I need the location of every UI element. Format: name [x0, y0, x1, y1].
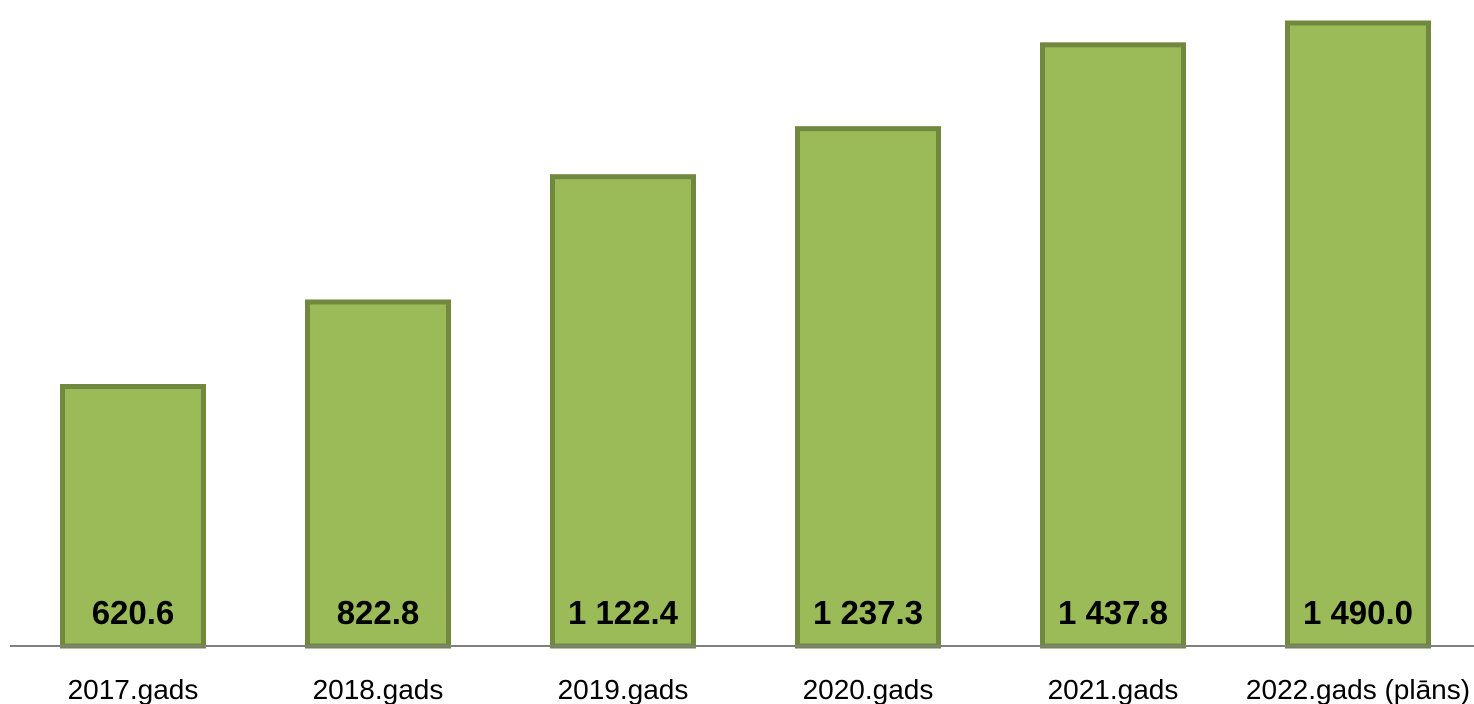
x-tick-label-3: 2019.gads — [558, 674, 689, 704]
x-tick-label-2: 2018.gads — [313, 674, 444, 704]
x-tick-label-6: 2022.gads (plāns) — [1246, 674, 1470, 704]
bar-4 — [795, 126, 941, 649]
bar-5 — [1040, 42, 1186, 649]
x-tick-label-4: 2020.gads — [803, 674, 934, 704]
bar-6 — [1285, 20, 1431, 649]
value-labels-group: 620.6 822.8 1 122.4 1 237.3 1 437.8 1 490.0 — [92, 594, 1413, 631]
x-tick-label-5: 2021.gads — [1048, 674, 1179, 704]
bar-3 — [550, 174, 696, 649]
bars-group — [60, 20, 1431, 649]
x-tick-label-1: 2017.gads — [68, 674, 199, 704]
bar-1 — [60, 384, 206, 649]
bar-value-label-4: 1 237.3 — [813, 594, 923, 631]
bar-value-label-6: 1 490.0 — [1303, 594, 1413, 631]
bar-2 — [305, 299, 451, 649]
bar-value-label-5: 1 437.8 — [1058, 594, 1168, 631]
bar-value-label-1: 620.6 — [92, 594, 175, 631]
bar-value-label-2: 822.8 — [337, 594, 420, 631]
bar-value-label-3: 1 122.4 — [568, 594, 679, 631]
x-tick-labels-group: 2017.gads 2018.gads 2019.gads 2020.gads 2021… — [68, 674, 1470, 704]
